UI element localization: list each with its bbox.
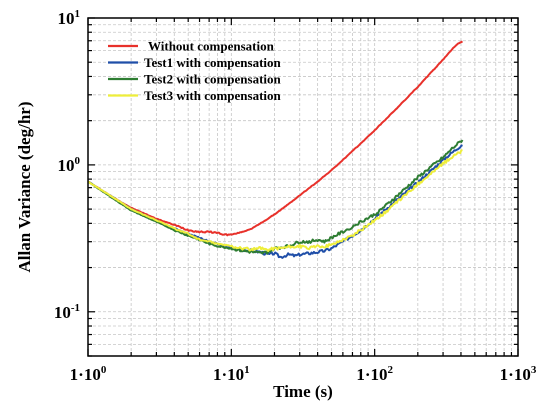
x-axis-title: Time (s) [273, 382, 333, 401]
legend-label: Test1 with compensation [144, 55, 282, 70]
legend-label: Test3 with compensation [144, 88, 282, 103]
y-tick-label: 100 [58, 155, 81, 175]
series-line [87, 40, 464, 237]
plot-frame [87, 17, 519, 357]
series-lines [87, 40, 464, 259]
y-axis-title: Allan Variance (deg/hr) [15, 102, 34, 273]
x-tick-label: 1·103 [500, 364, 537, 384]
x-tick-label: 1·101 [213, 364, 250, 384]
legend-label: Test2 with compensation [144, 72, 282, 87]
legend-label: Without compensation [148, 39, 275, 54]
tick-labels: 1·100 1·101 1·102 1·103 101 100 10-1 [54, 8, 537, 384]
series-line [87, 149, 463, 252]
y-tick-label: 101 [58, 8, 81, 28]
y-tick-label: 10-1 [54, 302, 80, 322]
x-tick-label: 1·100 [70, 364, 107, 384]
axis-ticks [87, 17, 519, 357]
x-tick-label: 1·102 [356, 364, 393, 384]
grid [88, 18, 518, 356]
